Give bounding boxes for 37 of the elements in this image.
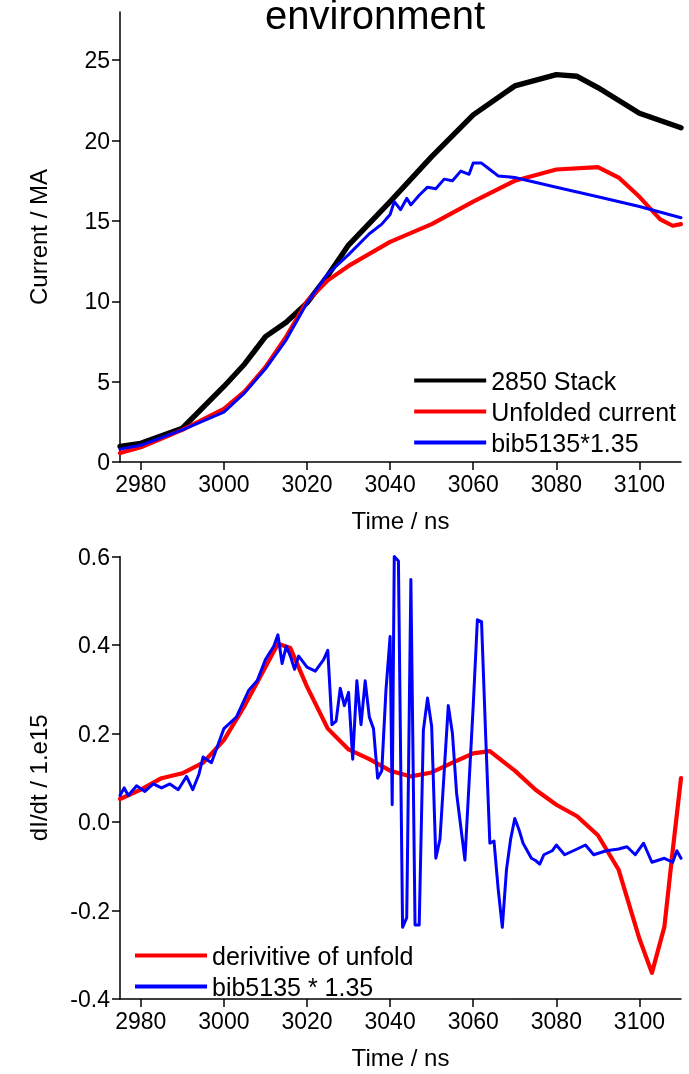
y-axis-title: dI/dt / 1.e15 — [24, 714, 52, 842]
x-tick-label: 3020 — [281, 470, 333, 497]
legend-label: 2850 Stack — [491, 366, 617, 395]
y-tick-label: -0.2 — [70, 897, 110, 924]
x-tick-label: 2980 — [115, 1007, 167, 1034]
chart-title: environment — [265, 0, 486, 37]
x-tick-label: 3000 — [198, 470, 250, 497]
x-tick-label: 3080 — [530, 470, 582, 497]
y-tick-label: 20 — [84, 127, 110, 154]
y-tick-label: 10 — [84, 288, 110, 315]
legend-label: bib5135*1.35 — [491, 428, 639, 457]
line-series — [118, 555, 683, 929]
x-axis-title: Time / ns — [351, 506, 450, 534]
x-tick-label: 3080 — [530, 1007, 582, 1034]
legend-label: Unfolded current — [491, 397, 677, 426]
y-tick-label: -0.4 — [70, 986, 111, 1012]
y-axis-title: Current / MA — [24, 168, 52, 306]
x-tick-label: 3040 — [364, 1007, 416, 1034]
x-tick-label: 3000 — [198, 1007, 250, 1034]
x-tick-label: 3060 — [447, 470, 499, 497]
legend-label: bib5135 * 1.35 — [212, 972, 374, 1001]
y-tick-label: 0.6 — [78, 543, 110, 570]
x-tick-label: 3060 — [447, 1007, 499, 1034]
x-axis-title: Time / ns — [351, 1043, 450, 1071]
legend-label: derivitive of unfold — [212, 941, 414, 970]
y-tick-label: 0.2 — [78, 720, 110, 747]
y-tick-label: 0.4 — [78, 632, 111, 658]
x-tick-label: 3100 — [613, 1007, 666, 1034]
x-tick-label: 3020 — [281, 1007, 333, 1034]
x-tick-label: 2980 — [115, 470, 167, 497]
x-tick-label: 3100 — [613, 470, 666, 497]
y-tick-label: 0 — [97, 449, 110, 475]
y-tick-label: 25 — [84, 47, 110, 74]
y-tick-label: 15 — [84, 207, 110, 234]
x-tick-label: 3040 — [364, 470, 416, 497]
y-tick-label: 0.0 — [78, 809, 110, 835]
y-tick-label: 5 — [97, 368, 110, 395]
